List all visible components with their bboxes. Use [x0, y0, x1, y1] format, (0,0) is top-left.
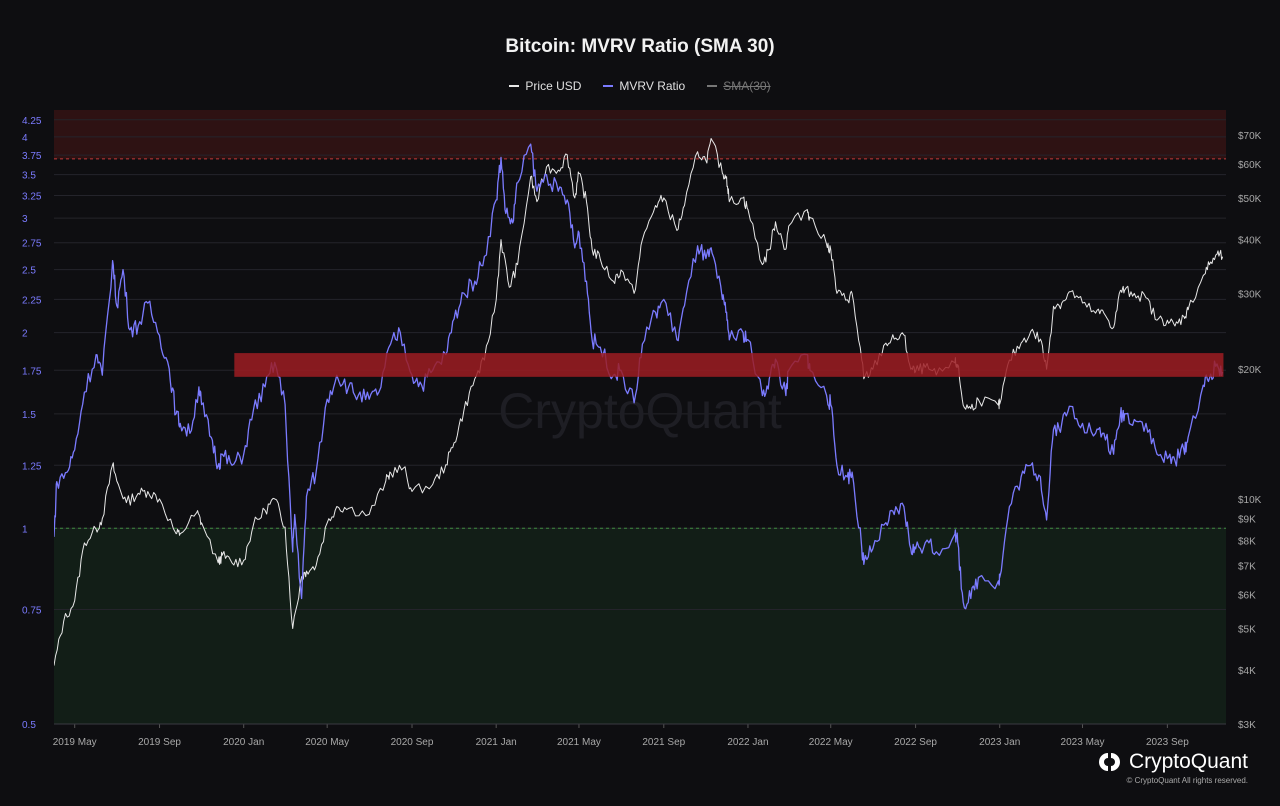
legend-label-sma: SMA(30) — [723, 79, 771, 93]
price-usd-line — [54, 138, 1224, 666]
chart-title: Bitcoin: MVRV Ratio (SMA 30) — [505, 36, 775, 57]
legend-item-price[interactable]: Price USD — [509, 79, 581, 93]
zone-undervalued — [54, 528, 1226, 724]
legend: Price USD MVRV Ratio SMA(30) — [0, 79, 1280, 93]
brand-name: CryptoQuant — [1128, 750, 1248, 773]
left-tick-label: 3.75 — [22, 151, 42, 162]
x-tick-label: 2021 Jan — [476, 737, 517, 748]
series-layer — [54, 138, 1224, 666]
left-tick-label: 0.5 — [22, 720, 36, 731]
left-tick-label: 3.5 — [22, 171, 36, 182]
right-tick-label: $8K — [1238, 537, 1256, 548]
x-tick-label: 2021 Sep — [642, 737, 685, 748]
left-tick-label: 3.25 — [22, 192, 42, 203]
right-tick-label: $30K — [1238, 289, 1262, 300]
right-tick-label: $20K — [1238, 365, 1262, 376]
left-tick-label: 3 — [22, 214, 28, 225]
right-tick-label: $9K — [1238, 515, 1256, 526]
right-tick-label: $70K — [1238, 131, 1262, 142]
left-tick-label: 2.5 — [22, 266, 36, 277]
x-tick-label: 2023 Sep — [1146, 737, 1189, 748]
right-tick-label: $6K — [1238, 590, 1256, 601]
x-tick-label: 2020 Sep — [391, 737, 434, 748]
right-tick-label: $50K — [1238, 194, 1262, 205]
legend-swatch-mvrv — [603, 85, 614, 87]
legend-item-mvrv[interactable]: MVRV Ratio — [603, 79, 685, 93]
x-tick-label: 2020 Jan — [223, 737, 264, 748]
left-tick-label: 4.25 — [22, 116, 42, 127]
left-tick-label: 1 — [22, 524, 28, 535]
x-tick-label: 2020 May — [305, 737, 349, 748]
x-tick-label: 2019 Sep — [138, 737, 181, 748]
resistance-band — [234, 353, 1224, 377]
left-tick-label: 0.75 — [22, 606, 42, 617]
resistance-band-layer — [234, 353, 1224, 377]
left-tick-label: 1.75 — [22, 366, 42, 377]
x-tick-label: 2022 Sep — [894, 737, 937, 748]
x-tick-label: 2022 Jan — [727, 737, 768, 748]
right-tick-label: $60K — [1238, 160, 1262, 171]
x-tick-label: 2019 May — [53, 737, 97, 748]
left-tick-label: 4 — [22, 133, 28, 144]
right-tick-label: $40K — [1238, 236, 1262, 247]
left-tick-label: 1.25 — [22, 461, 42, 472]
legend-label-price: Price USD — [525, 79, 582, 93]
right-tick-label: $7K — [1238, 562, 1256, 573]
x-tick-label: 2023 Jan — [979, 737, 1020, 748]
legend-swatch-sma — [707, 85, 718, 87]
zones-layer — [54, 110, 1226, 724]
zone-overvalued — [54, 110, 1226, 159]
legend-item-sma[interactable]: SMA(30) — [707, 79, 771, 93]
left-tick-label: 2.25 — [22, 295, 42, 306]
legend-swatch-price — [509, 85, 520, 87]
x-tick-label: 2021 May — [557, 737, 601, 748]
right-tick-label: $3K — [1238, 720, 1256, 731]
right-tick-label: $5K — [1238, 624, 1256, 635]
left-tick-label: 2 — [22, 329, 28, 340]
right-tick-label: $4K — [1238, 666, 1256, 677]
mvrv-ratio-line — [54, 143, 1224, 610]
brand-copyright: © CryptoQuant All rights reserved. — [1126, 776, 1249, 785]
left-axis: 0.5 0.75 1 1.25 1.5 1.75 2 2.25 2.5 2.75 3 3.25 3.5 3… — [22, 116, 42, 731]
cryptoquant-logo-icon — [1098, 753, 1120, 771]
x-tick-label: 2023 May — [1061, 737, 1105, 748]
left-tick-label: 2.75 — [22, 239, 42, 250]
right-axis: $3K $4K $5K $6K $7K $8K $9K $10K $20K $30K $40K $50… — [1238, 131, 1262, 731]
x-axis: 2019 May 2019 Sep 2020 Jan 2020 May 2020 Sep… — [53, 723, 1226, 748]
left-tick-label: 1.5 — [22, 410, 36, 421]
x-tick-label: 2022 May — [809, 737, 853, 748]
watermark: CryptoQuant — [498, 383, 782, 439]
brand-block: CryptoQuant © CryptoQuant All rights res… — [1097, 750, 1248, 785]
right-tick-label: $10K — [1238, 495, 1262, 506]
legend-label-mvrv: MVRV Ratio — [619, 79, 686, 93]
